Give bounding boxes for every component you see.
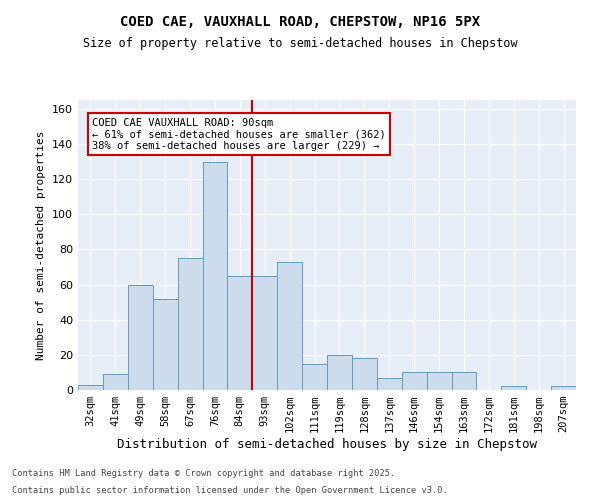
Text: Contains public sector information licensed under the Open Government Licence v3: Contains public sector information licen… [12,486,448,495]
Bar [203,162,227,390]
Bar [253,276,277,390]
Bar [352,358,377,390]
Bar [103,374,128,390]
Text: COED CAE, VAUXHALL ROAD, CHEPSTOW, NP16 5PX: COED CAE, VAUXHALL ROAD, CHEPSTOW, NP16 … [120,15,480,29]
Bar [452,372,476,390]
Text: Size of property relative to semi-detached houses in Chepstow: Size of property relative to semi-detach… [83,38,517,51]
Bar [327,355,352,390]
Bar [302,364,327,390]
Bar [153,298,178,390]
Bar [427,372,452,390]
Bar [502,386,526,390]
Bar [277,262,302,390]
Y-axis label: Number of semi-detached properties: Number of semi-detached properties [37,130,46,360]
Bar [78,384,103,390]
Text: Contains HM Land Registry data © Crown copyright and database right 2025.: Contains HM Land Registry data © Crown c… [12,468,395,477]
Bar [178,258,203,390]
Bar [227,276,253,390]
Bar [377,378,402,390]
Bar [551,386,576,390]
Bar [402,372,427,390]
Text: COED CAE VAUXHALL ROAD: 90sqm
← 61% of semi-detached houses are smaller (362)
38: COED CAE VAUXHALL ROAD: 90sqm ← 61% of s… [92,118,386,151]
X-axis label: Distribution of semi-detached houses by size in Chepstow: Distribution of semi-detached houses by … [117,438,537,451]
Bar [128,284,153,390]
